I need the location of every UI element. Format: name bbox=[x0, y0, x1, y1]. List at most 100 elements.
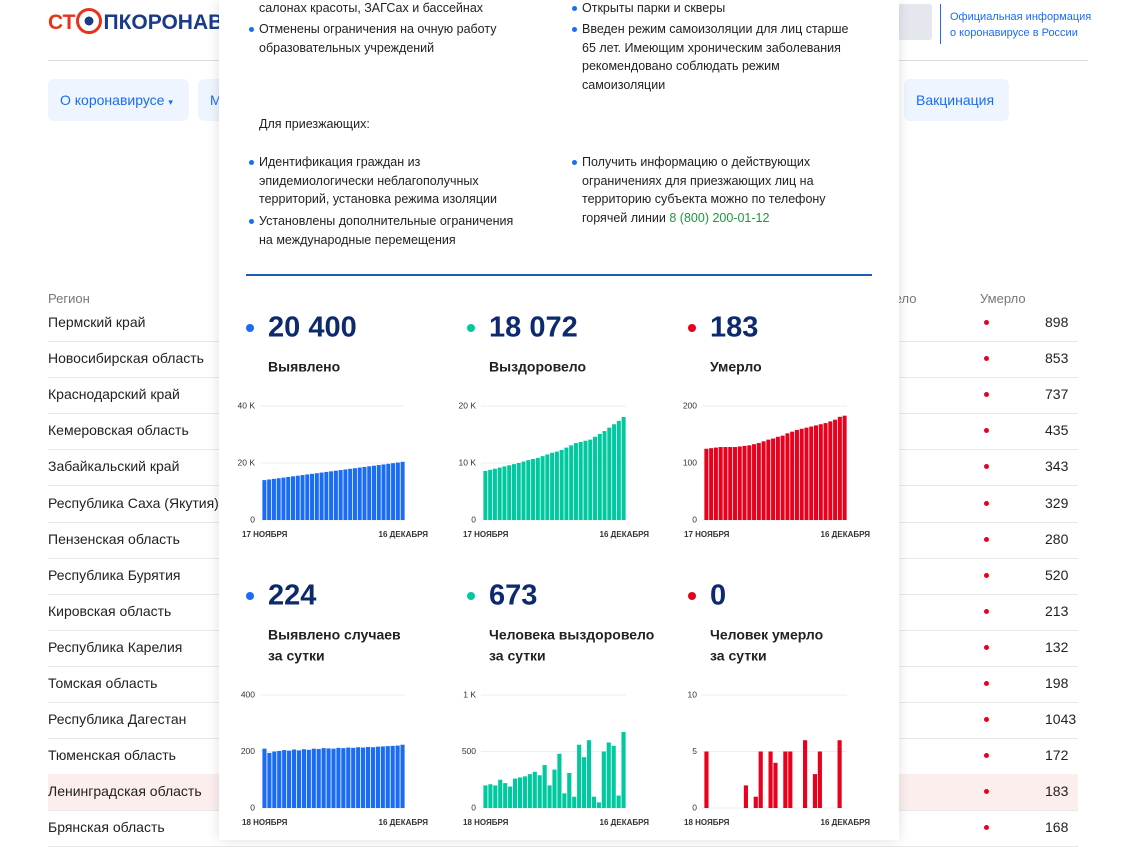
bullet: Отменены ограничения на очную работу обр… bbox=[249, 20, 519, 57]
bar bbox=[577, 744, 582, 808]
logo-icon bbox=[76, 8, 103, 34]
bar bbox=[375, 746, 380, 808]
bar bbox=[547, 785, 552, 808]
bar bbox=[562, 793, 567, 808]
region-name: Кемеровская область bbox=[48, 422, 189, 439]
bar bbox=[621, 416, 626, 520]
y-tick-label: 100 bbox=[683, 457, 697, 467]
dropdown-arrow: ▾ bbox=[168, 97, 173, 107]
bar bbox=[346, 747, 351, 808]
bar bbox=[818, 424, 823, 520]
y-tick-label: 0 bbox=[692, 514, 697, 524]
bar bbox=[372, 465, 377, 520]
nav-label: Вакцинация bbox=[916, 92, 995, 108]
death-count: 520 bbox=[1045, 566, 1069, 583]
x-tick-label: 17 НОЯБРЯ bbox=[684, 530, 730, 539]
bar bbox=[267, 479, 272, 520]
bar bbox=[361, 747, 366, 808]
region-name: Ленинградская область bbox=[48, 783, 202, 800]
x-tick-label: 16 ДЕКАБРЯ bbox=[821, 530, 871, 539]
stat-label: Выявлено bbox=[268, 359, 340, 375]
bar bbox=[324, 471, 329, 520]
official-line: о коронавирусе в России bbox=[950, 27, 1078, 39]
bar bbox=[380, 746, 385, 808]
bar bbox=[267, 752, 272, 808]
bar bbox=[483, 785, 488, 808]
bar bbox=[352, 468, 357, 520]
bar bbox=[582, 757, 587, 808]
region-name: Краснодарский край bbox=[48, 386, 180, 403]
bar bbox=[316, 748, 321, 808]
bullet: Идентификация граждан из эпидемиологичес… bbox=[249, 153, 529, 209]
bar bbox=[311, 748, 316, 808]
bar bbox=[319, 472, 324, 520]
bar bbox=[381, 464, 386, 520]
death-dot bbox=[984, 428, 989, 434]
bar bbox=[756, 443, 761, 520]
bar bbox=[540, 456, 545, 520]
nav-item[interactable]: Вакцинация bbox=[904, 79, 1009, 121]
bar bbox=[794, 429, 799, 520]
bar bbox=[483, 470, 488, 520]
bar bbox=[758, 751, 763, 808]
x-tick-label: 16 ДЕКАБРЯ bbox=[600, 530, 650, 539]
bar bbox=[522, 776, 527, 808]
stat-value: 18 072 bbox=[489, 312, 578, 344]
bar bbox=[552, 769, 557, 808]
bar bbox=[348, 468, 353, 520]
bar bbox=[390, 745, 395, 808]
bar bbox=[773, 762, 778, 808]
bar bbox=[718, 447, 723, 520]
bar bbox=[357, 467, 362, 520]
y-tick-label: 40 K bbox=[238, 400, 256, 410]
bar bbox=[616, 795, 621, 808]
y-tick-label: 0 bbox=[692, 802, 697, 812]
stat-label: за сутки bbox=[489, 648, 546, 664]
bar bbox=[743, 785, 748, 808]
stat-label: Умерло bbox=[710, 359, 762, 375]
death-count: 183 bbox=[1045, 783, 1069, 800]
bar bbox=[331, 748, 336, 808]
stat-value: 20 400 bbox=[268, 312, 357, 344]
death-count: 132 bbox=[1045, 638, 1069, 655]
bar bbox=[833, 419, 838, 520]
bar bbox=[814, 425, 819, 520]
death-dot bbox=[984, 825, 989, 831]
nav-item[interactable]: О коронавирусе ▾ bbox=[48, 79, 189, 121]
column-header: Регион bbox=[48, 291, 90, 306]
official-info[interactable]: Официальная информация о коронавирусе в … bbox=[950, 9, 1091, 41]
bar bbox=[488, 784, 493, 808]
gov-emblem bbox=[898, 4, 932, 40]
bar bbox=[262, 748, 267, 808]
stat-value: 0 bbox=[710, 580, 726, 612]
bar bbox=[578, 441, 583, 520]
bar bbox=[621, 731, 626, 808]
bar bbox=[837, 416, 842, 520]
x-tick-label: 16 ДЕКАБРЯ bbox=[379, 818, 429, 827]
bar bbox=[281, 477, 286, 520]
bar bbox=[385, 746, 390, 808]
bar bbox=[400, 744, 405, 808]
logo-left: СТ bbox=[48, 11, 76, 34]
bullet-text: Получить информацию о действующих ограни… bbox=[582, 155, 826, 225]
y-tick-label: 0 bbox=[471, 514, 476, 524]
bar bbox=[732, 447, 737, 520]
hotline[interactable]: 8 (800) 200-01-12 bbox=[669, 210, 770, 225]
bar bbox=[362, 466, 367, 520]
bar bbox=[271, 478, 276, 520]
bar bbox=[508, 786, 513, 808]
bar bbox=[616, 420, 621, 520]
bar bbox=[591, 796, 597, 808]
bar bbox=[775, 436, 780, 520]
divider bbox=[940, 4, 941, 44]
death-dot bbox=[984, 789, 989, 795]
bar bbox=[516, 463, 521, 520]
bar bbox=[301, 749, 306, 808]
bar bbox=[517, 777, 523, 808]
bar bbox=[306, 749, 311, 808]
death-count: 898 bbox=[1045, 314, 1069, 330]
bar bbox=[511, 464, 516, 520]
bar bbox=[790, 431, 795, 520]
death-dot bbox=[984, 356, 989, 362]
